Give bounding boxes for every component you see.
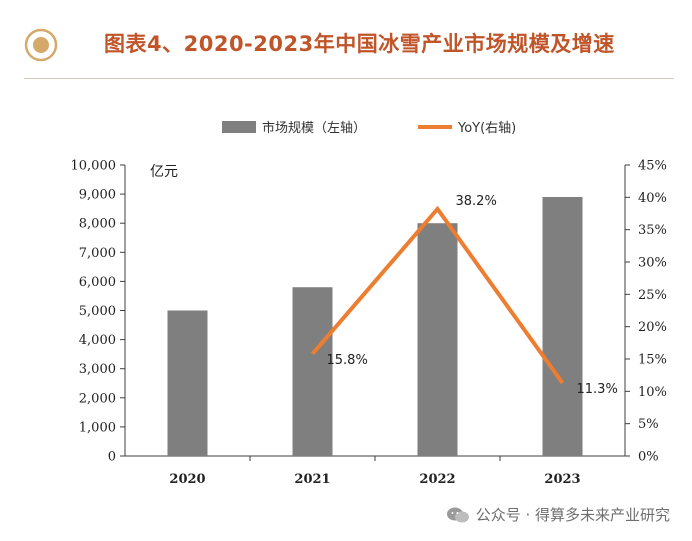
left-y-tick-label: 7,000 — [79, 246, 116, 261]
yoy-line — [310, 205, 565, 385]
right-y-tick-label: 15% — [638, 353, 667, 368]
right-y-tick-label: 0% — [638, 450, 659, 465]
right-y-tick-label: 40% — [638, 191, 667, 206]
left-y-tick-label: 10,000 — [71, 159, 117, 174]
yoy-data-label: 11.3% — [577, 382, 618, 397]
left-y-tick-label: 9,000 — [79, 188, 116, 203]
left-y-tick-label: 4,000 — [79, 333, 116, 348]
line-series: 15.8% 38.2% 11.3% — [310, 194, 618, 397]
bar-market-size — [167, 310, 208, 456]
yoy-data-label: 38.2% — [456, 194, 497, 209]
left-y-tick-label: 2,000 — [79, 391, 116, 406]
bar-series — [167, 197, 583, 456]
bar-market-size — [417, 223, 458, 456]
watermark: 公众号 · 得算多未来产业研究 — [446, 504, 670, 525]
right-y-tick-label: 30% — [638, 256, 667, 271]
chart-axes: 0 1,000 2,000 3,000 4,000 5,000 6,000 7,000 8,00… — [71, 159, 667, 488]
chart-header: 图表4、2020-2023年中国冰雪产业市场规模及增速 — [0, 0, 692, 95]
x-tick-label: 2020 — [169, 472, 205, 487]
left-y-tick-label: 8,000 — [79, 217, 116, 232]
left-axis-unit-label: 亿元 — [150, 164, 178, 180]
page-title: 图表4、2020-2023年中国冰雪产业市场规模及增速 — [104, 32, 615, 56]
title-divider — [24, 78, 674, 79]
watermark-text: 公众号 · 得算多未来产业研究 — [475, 506, 670, 524]
right-y-tick-label: 5% — [638, 417, 659, 432]
bar-market-size — [292, 287, 333, 456]
x-tick-label: 2021 — [294, 472, 330, 487]
right-y-tick-label: 45% — [638, 159, 667, 174]
right-y-tick-label: 35% — [638, 223, 667, 238]
target-icon — [24, 28, 58, 62]
left-y-tick-label: 1,000 — [79, 420, 116, 435]
bar-market-size — [542, 197, 583, 456]
left-y-tick-label: 6,000 — [79, 275, 116, 290]
yoy-data-label: 15.8% — [327, 353, 368, 368]
legend-swatch-bar — [222, 121, 256, 133]
wechat-icon — [446, 507, 469, 522]
x-tick-label: 2023 — [544, 472, 580, 487]
chart-legend: 市场规模（左轴） YoY(右轴) — [222, 120, 516, 136]
x-tick-label: 2022 — [419, 472, 455, 487]
left-y-tick-label: 5,000 — [79, 304, 116, 319]
left-y-tick-label: 3,000 — [79, 362, 116, 377]
legend-label-yoy: YoY(右轴) — [457, 121, 516, 136]
right-y-tick-label: 20% — [638, 320, 667, 335]
right-y-tick-label: 10% — [638, 385, 667, 400]
legend-label-market-size: 市场规模（左轴） — [262, 120, 366, 136]
right-y-tick-label: 25% — [638, 288, 667, 303]
left-y-tick-label: 0 — [108, 450, 116, 465]
